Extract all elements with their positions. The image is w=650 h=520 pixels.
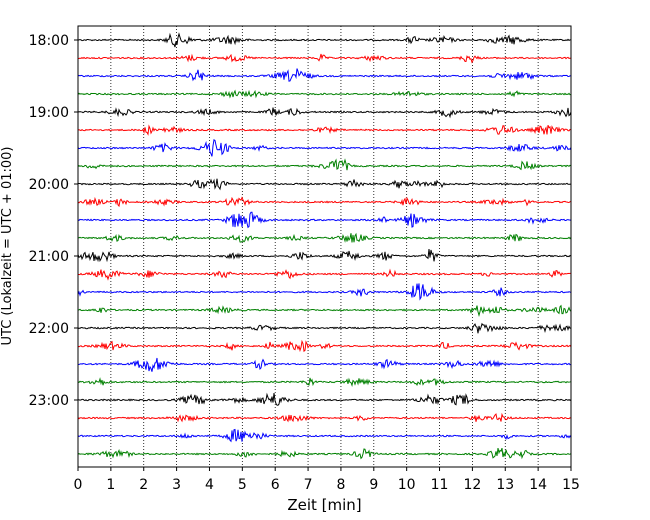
- x-tick-label: 11: [431, 477, 449, 493]
- x-tick-label: 6: [271, 477, 280, 493]
- trace-row: [77, 447, 572, 460]
- x-tick-label: 2: [139, 477, 148, 493]
- x-axis-title: Zeit [min]: [287, 496, 361, 514]
- trace-row: [77, 322, 572, 334]
- plot-frame: [77, 25, 572, 468]
- y-tick-label: 20:00: [29, 177, 69, 193]
- y-tick-label: 19:00: [29, 105, 69, 121]
- trace-row: [77, 178, 572, 191]
- x-tick-label: 1: [106, 477, 115, 493]
- trace-row: [77, 283, 572, 301]
- x-tick-label: 0: [74, 477, 83, 493]
- trace-row: [77, 304, 572, 317]
- trace-row: [77, 428, 572, 443]
- x-tick-label: 9: [369, 477, 378, 493]
- seismic-traces: [77, 32, 572, 460]
- trace-row: [77, 232, 572, 243]
- trace-row: [77, 68, 572, 82]
- y-tick-label: 22:00: [29, 321, 69, 337]
- trace-row: [77, 138, 572, 157]
- trace-row: [77, 339, 572, 353]
- x-tick-label: 7: [304, 477, 313, 493]
- trace-row: [77, 158, 572, 171]
- trace-row: [77, 107, 572, 119]
- trace-row: [77, 357, 572, 372]
- y-axis: 18:00 19:00 20:00 21:00 22:00 23:00: [29, 33, 78, 409]
- trace-row: [77, 377, 572, 388]
- trace-row: [77, 412, 572, 423]
- x-tick-label: 15: [562, 477, 580, 493]
- y-tick-label: 23:00: [29, 393, 69, 409]
- x-tick-label: 12: [463, 477, 481, 493]
- x-tick-label: 5: [238, 477, 247, 493]
- trace-row: [77, 32, 572, 48]
- x-tick-label: 4: [205, 477, 214, 493]
- x-tick-label: 10: [398, 477, 416, 493]
- trace-row: [77, 53, 572, 64]
- trace-row: [77, 268, 572, 281]
- x-tick-label: 14: [529, 477, 547, 493]
- y-axis-title: UTC (Lokalzeit = UTC + 01:00): [0, 147, 15, 346]
- x-tick-label: 8: [336, 477, 345, 493]
- x-tick-label: 3: [172, 477, 181, 493]
- y-tick-label: 18:00: [29, 33, 69, 49]
- x-axis: 0 1 2 3 4 5 6 7 8 9 10 11 12 13 14 15: [74, 467, 580, 493]
- x-tick-label: 13: [496, 477, 514, 493]
- trace-row: [77, 211, 572, 229]
- trace-row: [77, 124, 572, 136]
- y-tick-label: 21:00: [29, 249, 69, 265]
- trace-row: [77, 196, 572, 208]
- trace-row: [77, 248, 572, 263]
- trace-row: [77, 89, 572, 99]
- trace-row: [77, 392, 572, 406]
